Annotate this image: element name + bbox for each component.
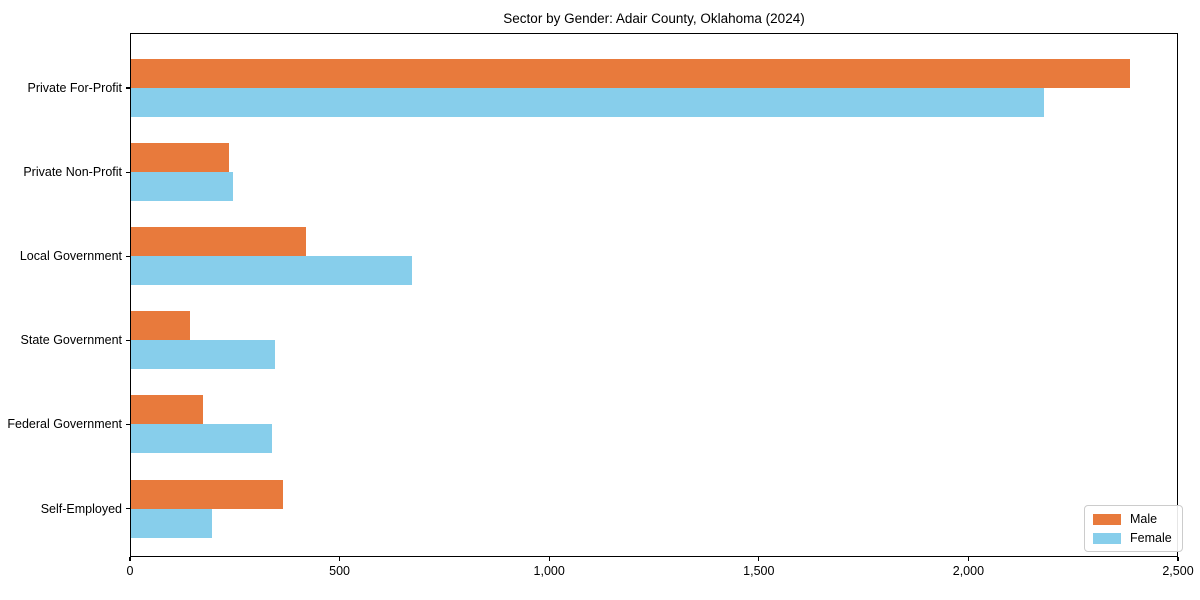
y-tick-mark [126, 339, 130, 341]
x-tick-label: 1,000 [533, 564, 565, 578]
x-tick-mark [1177, 557, 1179, 561]
chart-title: Sector by Gender: Adair County, Oklahoma… [503, 11, 805, 26]
bar-male-2 [131, 227, 307, 257]
bar-female-5 [131, 508, 213, 538]
x-tick-label: 2,500 [1162, 564, 1194, 578]
bar-female-3 [131, 340, 276, 370]
legend-label: Female [1130, 531, 1172, 545]
bar-male-3 [131, 311, 190, 341]
bar-female-1 [131, 172, 234, 202]
legend-label: Male [1130, 512, 1158, 526]
y-tick-label: State Government [20, 333, 122, 348]
x-tick-mark [548, 557, 550, 561]
legend-item-female: Female [1093, 531, 1172, 545]
bar-male-1 [131, 143, 230, 173]
bar-male-4 [131, 395, 203, 425]
x-tick-label: 0 [126, 564, 134, 578]
y-tick-mark [126, 507, 130, 510]
bar-female-0 [131, 88, 1044, 117]
y-tick-label: Private Non-Profit [23, 165, 122, 180]
bar-male-0 [131, 59, 1130, 88]
y-tick-label: Federal Government [7, 417, 122, 432]
bar-female-2 [131, 256, 413, 286]
x-tick-mark [967, 557, 969, 561]
y-tick-mark [126, 87, 130, 89]
legend-swatch-male [1093, 513, 1121, 525]
y-tick-mark [126, 255, 130, 257]
x-tick-label: 1,500 [743, 564, 775, 578]
legend-swatch-female [1093, 532, 1121, 544]
y-tick-label: Self-Employed [40, 501, 122, 516]
legend: Male Female [1084, 505, 1183, 552]
x-tick-mark [339, 557, 341, 561]
x-tick-label: 2,000 [952, 564, 985, 578]
y-tick-mark [126, 423, 130, 425]
y-tick-label: Local Government [19, 249, 122, 264]
x-tick-label: 500 [329, 564, 351, 578]
x-tick-mark [129, 557, 131, 561]
y-tick-mark [126, 171, 130, 173]
bar-female-4 [131, 424, 273, 454]
bar-male-5 [131, 479, 283, 509]
x-tick-mark [758, 557, 760, 561]
y-tick-label: Private For-Profit [27, 81, 122, 95]
legend-item-male: Male [1093, 512, 1172, 526]
plot-area [130, 33, 1178, 557]
